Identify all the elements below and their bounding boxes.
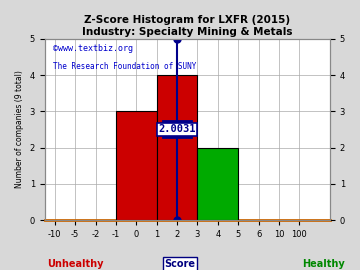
Bar	[198, 147, 238, 220]
Text: Score: Score	[165, 259, 195, 269]
Title: Z-Score Histogram for LXFR (2015)
Industry: Specialty Mining & Metals: Z-Score Histogram for LXFR (2015) Indust…	[82, 15, 293, 37]
Text: Healthy: Healthy	[302, 259, 345, 269]
Bar	[116, 111, 157, 220]
Y-axis label: Number of companies (9 total): Number of companies (9 total)	[15, 70, 24, 188]
Text: The Research Foundation of SUNY: The Research Foundation of SUNY	[53, 62, 197, 71]
Text: Unhealthy: Unhealthy	[47, 259, 103, 269]
Text: 2.0031: 2.0031	[158, 124, 196, 134]
Text: ©www.textbiz.org: ©www.textbiz.org	[53, 44, 133, 53]
Bar	[157, 75, 198, 220]
